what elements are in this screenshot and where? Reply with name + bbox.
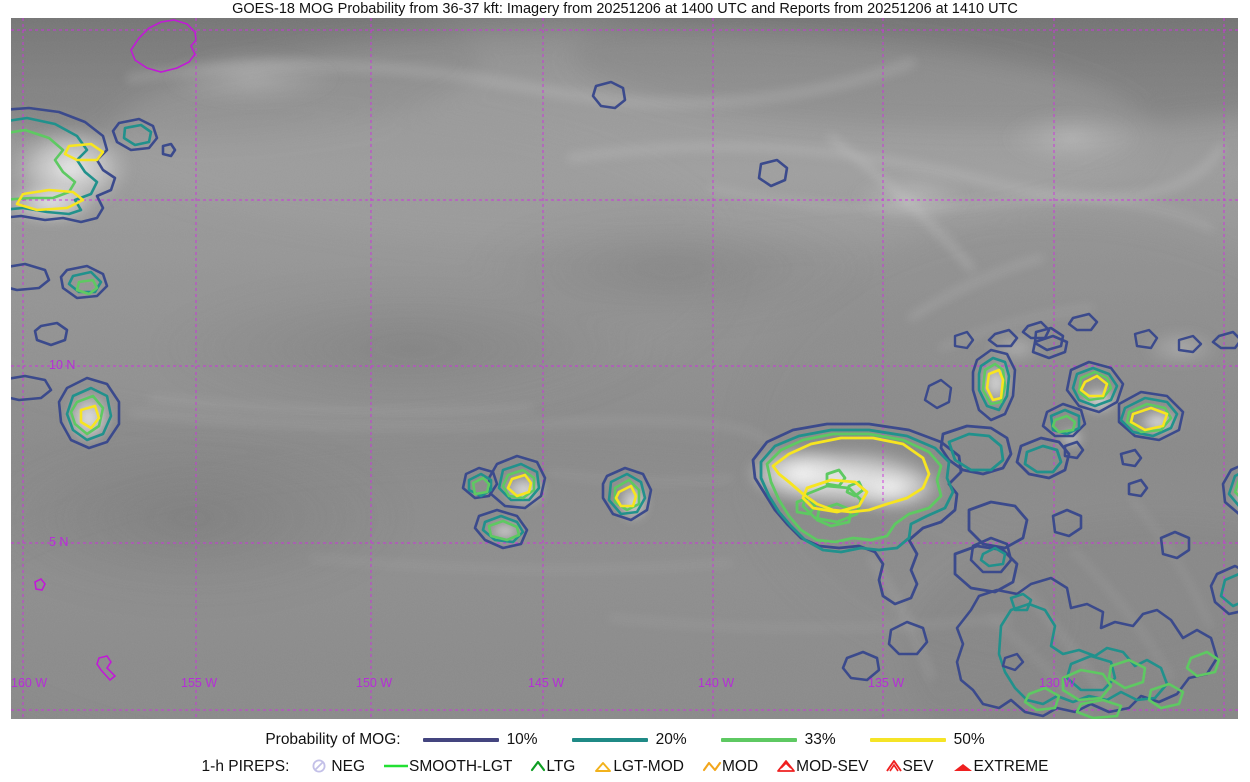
pireps-legend-title: 1-h PIREPS: (201, 757, 290, 775)
page-title: GOES-18 MOG Probability from 36-37 kft: … (232, 1, 1018, 17)
legend-item-prob-33[interactable]: 33% (720, 730, 836, 749)
lon-label: 135 W (868, 676, 904, 690)
legend-item-prob-20[interactable]: 20% (571, 730, 687, 749)
pirep-label-mod-sev: MOD-SEV (796, 757, 869, 775)
lon-label: 140 W (698, 676, 734, 690)
legend-item-pirep-lgt-mod[interactable]: LGT-MOD (593, 758, 684, 776)
lat-label: 10 N (49, 358, 75, 372)
pirep-label-mod: MOD (721, 757, 759, 775)
lon-label: 155 W (181, 676, 217, 690)
prob-label-20: 20% (655, 730, 687, 748)
legend-item-pirep-smooth-lgt[interactable]: SMOOTH-LGT (383, 758, 512, 776)
legend: Probability of MOG: 10% 20% 33% 50% 1-h … (0, 722, 1250, 782)
pirep-label-ltg: LTG (546, 757, 576, 775)
triangle-bar-icon (776, 758, 796, 776)
prob-label-33: 33% (804, 730, 836, 748)
chevron-icon (702, 758, 722, 776)
prob-swatch-20 (571, 737, 648, 742)
probability-legend-title: Probability of MOG: (265, 730, 401, 748)
prob-swatch-50 (869, 737, 946, 742)
legend-item-pirep-extreme[interactable]: EXTREME (952, 757, 1049, 776)
legend-item-pirep-mod-sev[interactable]: MOD-SEV (776, 757, 869, 776)
legend-item-pirep-mod[interactable]: MOD (702, 758, 758, 776)
prob-label-10: 10% (506, 730, 538, 748)
pirep-label-sev: SEV (902, 757, 934, 775)
map-canvas[interactable]: 160 W 155 W 150 W 145 W 140 W 135 W 130 … (11, 18, 1238, 719)
legend-item-prob-10[interactable]: 10% (422, 730, 538, 749)
pirep-label-extreme: EXTREME (973, 757, 1049, 775)
circle-slash-icon (311, 758, 331, 776)
pirep-label-lgt-mod: LGT-MOD (613, 757, 684, 775)
legend-item-pirep-ltg[interactable]: LTG (530, 758, 575, 776)
coastline-layer (34, 19, 197, 682)
lon-label: 145 W (528, 676, 564, 690)
arch-icon (885, 758, 903, 776)
pirep-label-neg: NEG (331, 757, 366, 775)
lon-label: 150 W (356, 676, 392, 690)
open-triangle-icon (593, 758, 613, 776)
horizontal-line-icon (383, 758, 409, 776)
prob-swatch-33 (720, 737, 797, 742)
caret-icon (530, 758, 546, 776)
pireps-legend-row: 1-h PIREPS: NEG SMOOTH-LGT (0, 753, 1250, 780)
pirep-label-smooth-lgt: SMOOTH-LGT (409, 757, 513, 775)
mog-contour-layer (11, 80, 1238, 719)
filled-triangle-icon (952, 758, 974, 776)
ir-background-layer (11, 18, 1238, 719)
lon-label: 160 W (11, 676, 47, 690)
lat-label: 5 N (49, 535, 68, 549)
satellite-map: 160 W 155 W 150 W 145 W 140 W 135 W 130 … (11, 18, 1238, 719)
legend-item-pirep-neg[interactable]: NEG (311, 758, 365, 776)
lon-label: 130 W (1039, 676, 1075, 690)
graticule-layer (11, 18, 1238, 719)
legend-item-prob-50[interactable]: 50% (869, 730, 985, 749)
prob-swatch-10 (422, 737, 499, 742)
probability-legend-row: Probability of MOG: 10% 20% 33% 50% (0, 726, 1250, 753)
prob-label-50: 50% (953, 730, 985, 748)
grid-label-layer: 160 W 155 W 150 W 145 W 140 W 135 W 130 … (11, 358, 1075, 690)
legend-item-pirep-sev[interactable]: SEV (885, 758, 934, 776)
